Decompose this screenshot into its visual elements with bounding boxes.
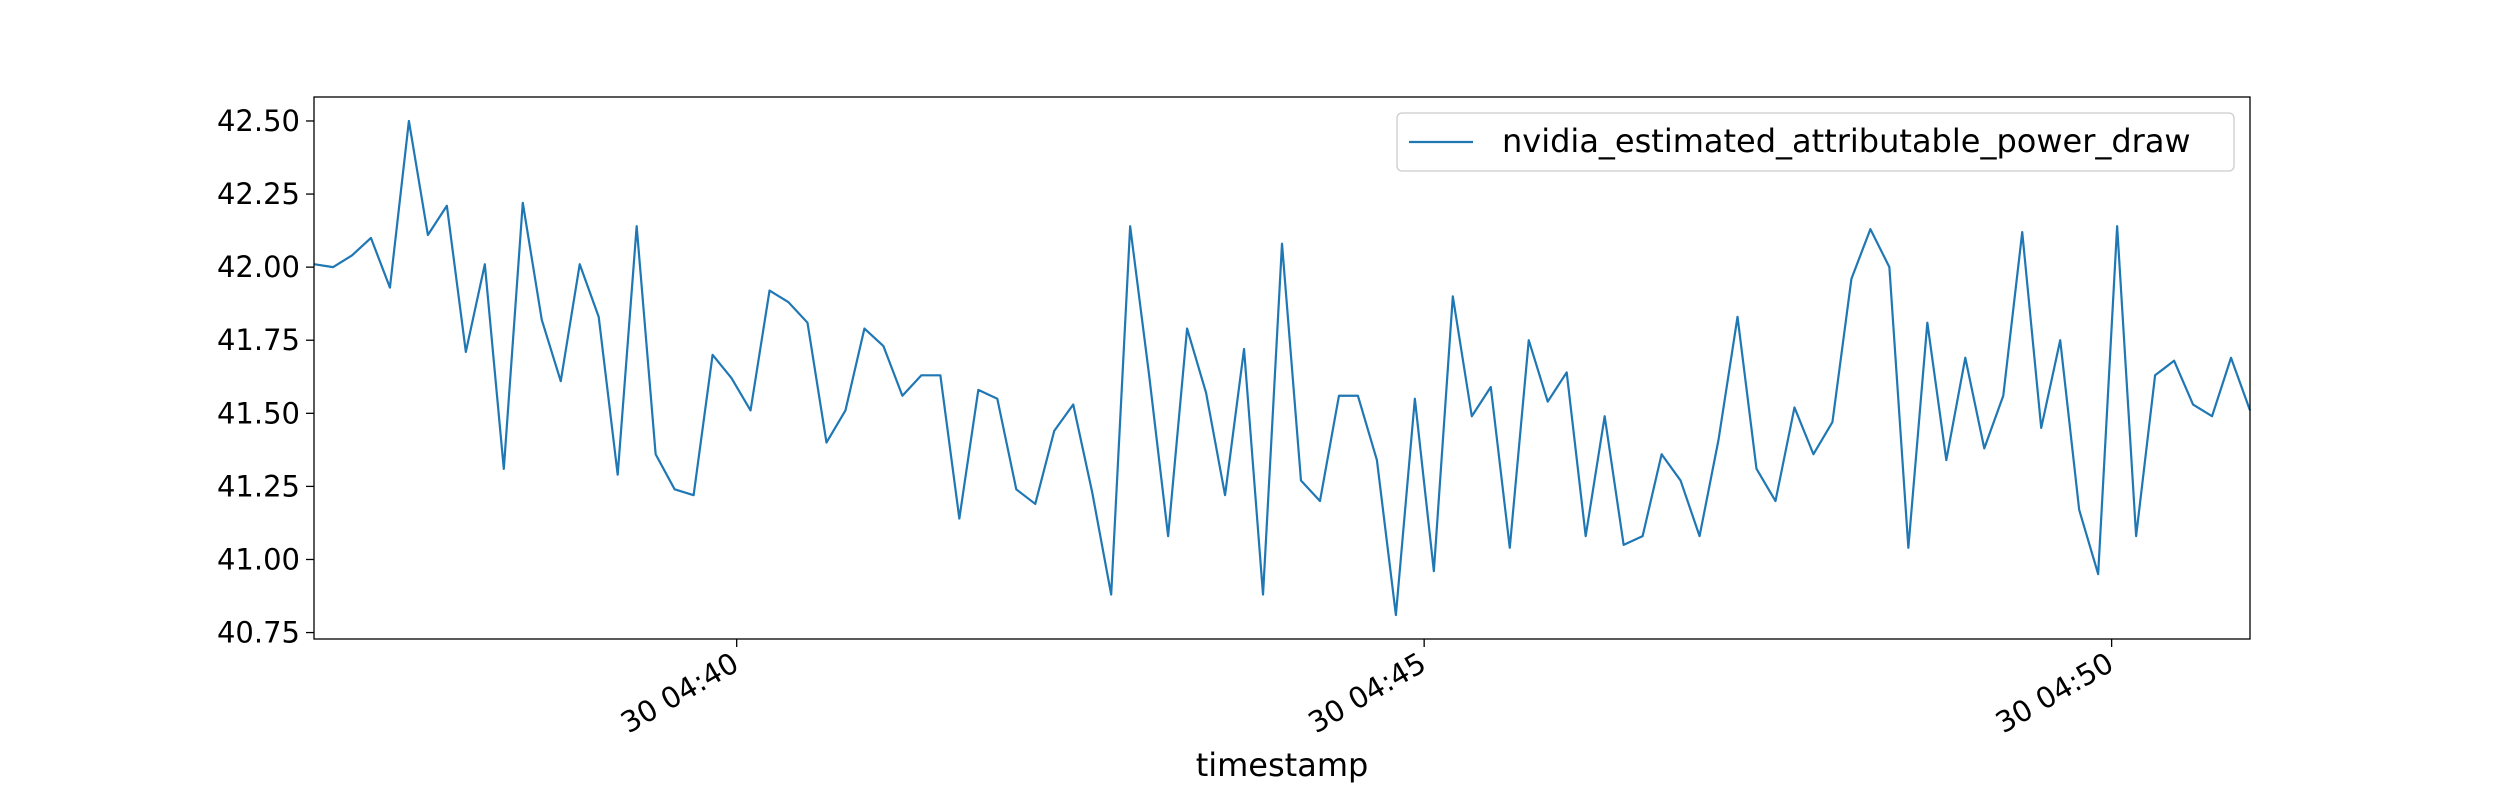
legend-box [1396, 112, 2235, 172]
y-tick-label: 41.50 [217, 396, 300, 430]
plot-frame [313, 96, 2251, 640]
x-tick-label: 30 04:45 [1302, 646, 1431, 740]
y-tick-label: 41.75 [217, 323, 300, 357]
x-tick-label: 30 04:50 [1990, 646, 2119, 740]
y-tick-label: 41.25 [217, 469, 300, 503]
legend-label: nvidia_estimated_attributable_power_draw [1502, 122, 2191, 160]
y-tick-label: 42.00 [217, 250, 300, 284]
x-axis-label: timestamp [1196, 746, 1369, 784]
y-tick-label: 40.75 [217, 616, 300, 650]
x-tick-label: 30 04:40 [615, 646, 744, 740]
data-line [313, 119, 2252, 617]
y-tick-label: 41.00 [217, 542, 300, 576]
y-tick-label: 42.25 [217, 177, 300, 211]
y-tick-label: 42.50 [217, 104, 300, 138]
